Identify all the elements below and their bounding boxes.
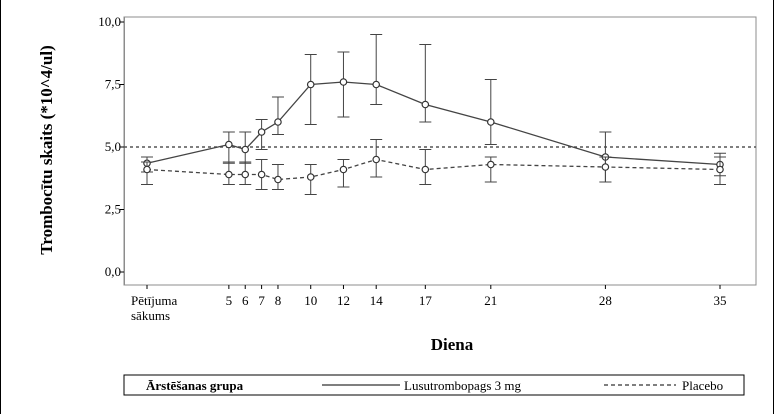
legend-box xyxy=(123,374,745,396)
data-point-lusutrombopag xyxy=(486,118,495,126)
x-tick-label: 17 xyxy=(419,293,433,308)
data-point-placebo xyxy=(372,155,381,164)
y-tick-label: 7,5 xyxy=(105,77,121,92)
data-point-placebo xyxy=(486,160,495,169)
data-point-placebo xyxy=(716,165,724,174)
data-point-placebo xyxy=(143,165,151,174)
y-axis-title: Trombocītu skaits (*10^4/ul) xyxy=(37,45,56,255)
x-tick-label: 10 xyxy=(304,293,317,308)
data-point-lusutrombopag xyxy=(225,140,233,149)
data-point-placebo xyxy=(339,165,348,174)
series-lusutrombopag xyxy=(141,34,726,183)
data-point-placebo xyxy=(225,170,233,179)
x-tick-label: 8 xyxy=(275,293,282,308)
x-tick-label: 35 xyxy=(714,293,727,308)
data-point-lusutrombopag xyxy=(257,128,266,136)
plot-area xyxy=(123,16,757,286)
data-point-lusutrombopag xyxy=(306,80,315,89)
x-axis: Pētījuma sākums 5 6 7 8 10 12 14 17 21 28 35 xyxy=(131,285,727,323)
series-layer xyxy=(141,34,726,195)
data-point-lusutrombopag xyxy=(274,118,282,126)
data-point-lusutrombopag xyxy=(421,100,430,109)
legend: Ārstēšanas grupa Lusutrombopags 3 mg Pla… xyxy=(123,374,745,396)
legend-title: Ārstēšanas grupa xyxy=(146,378,244,393)
y-tick-label: 2,5 xyxy=(105,202,121,217)
y-tick-label: 5,0 xyxy=(105,139,121,154)
y-tick-label: 10,0 xyxy=(98,14,121,29)
y-tick-label: 0,0 xyxy=(105,264,121,279)
data-point-lusutrombopag xyxy=(241,145,250,154)
data-point-placebo xyxy=(421,165,430,174)
data-point-lusutrombopag xyxy=(339,78,348,86)
x-tick-label: 14 xyxy=(370,293,384,308)
x-tick-label: 5 xyxy=(226,293,233,308)
series-line-placebo xyxy=(146,158,721,181)
data-point-placebo xyxy=(257,170,266,179)
data-point-placebo xyxy=(306,173,315,181)
x-tick-label: Pētījuma sākums xyxy=(131,293,177,323)
x-tick-label: 12 xyxy=(337,293,350,308)
legend-item-placebo: Placebo xyxy=(682,378,723,393)
data-point-placebo xyxy=(274,175,282,184)
x-tick-label: 6 xyxy=(242,293,249,308)
x-axis-title: Diena xyxy=(431,335,474,354)
x-tick-label: 28 xyxy=(599,293,612,308)
legend-item-lusutrombopag: Lusutrombopags 3 mg xyxy=(404,378,521,393)
data-point-placebo xyxy=(241,170,250,179)
data-point-placebo xyxy=(601,163,610,171)
x-tick-label: 21 xyxy=(484,293,497,308)
series-placebo xyxy=(141,139,726,195)
data-point-lusutrombopag xyxy=(372,80,381,89)
y-axis: 0,0 2,5 5,0 7,5 10,0 xyxy=(98,14,125,285)
x-tick-label: 7 xyxy=(258,293,265,308)
